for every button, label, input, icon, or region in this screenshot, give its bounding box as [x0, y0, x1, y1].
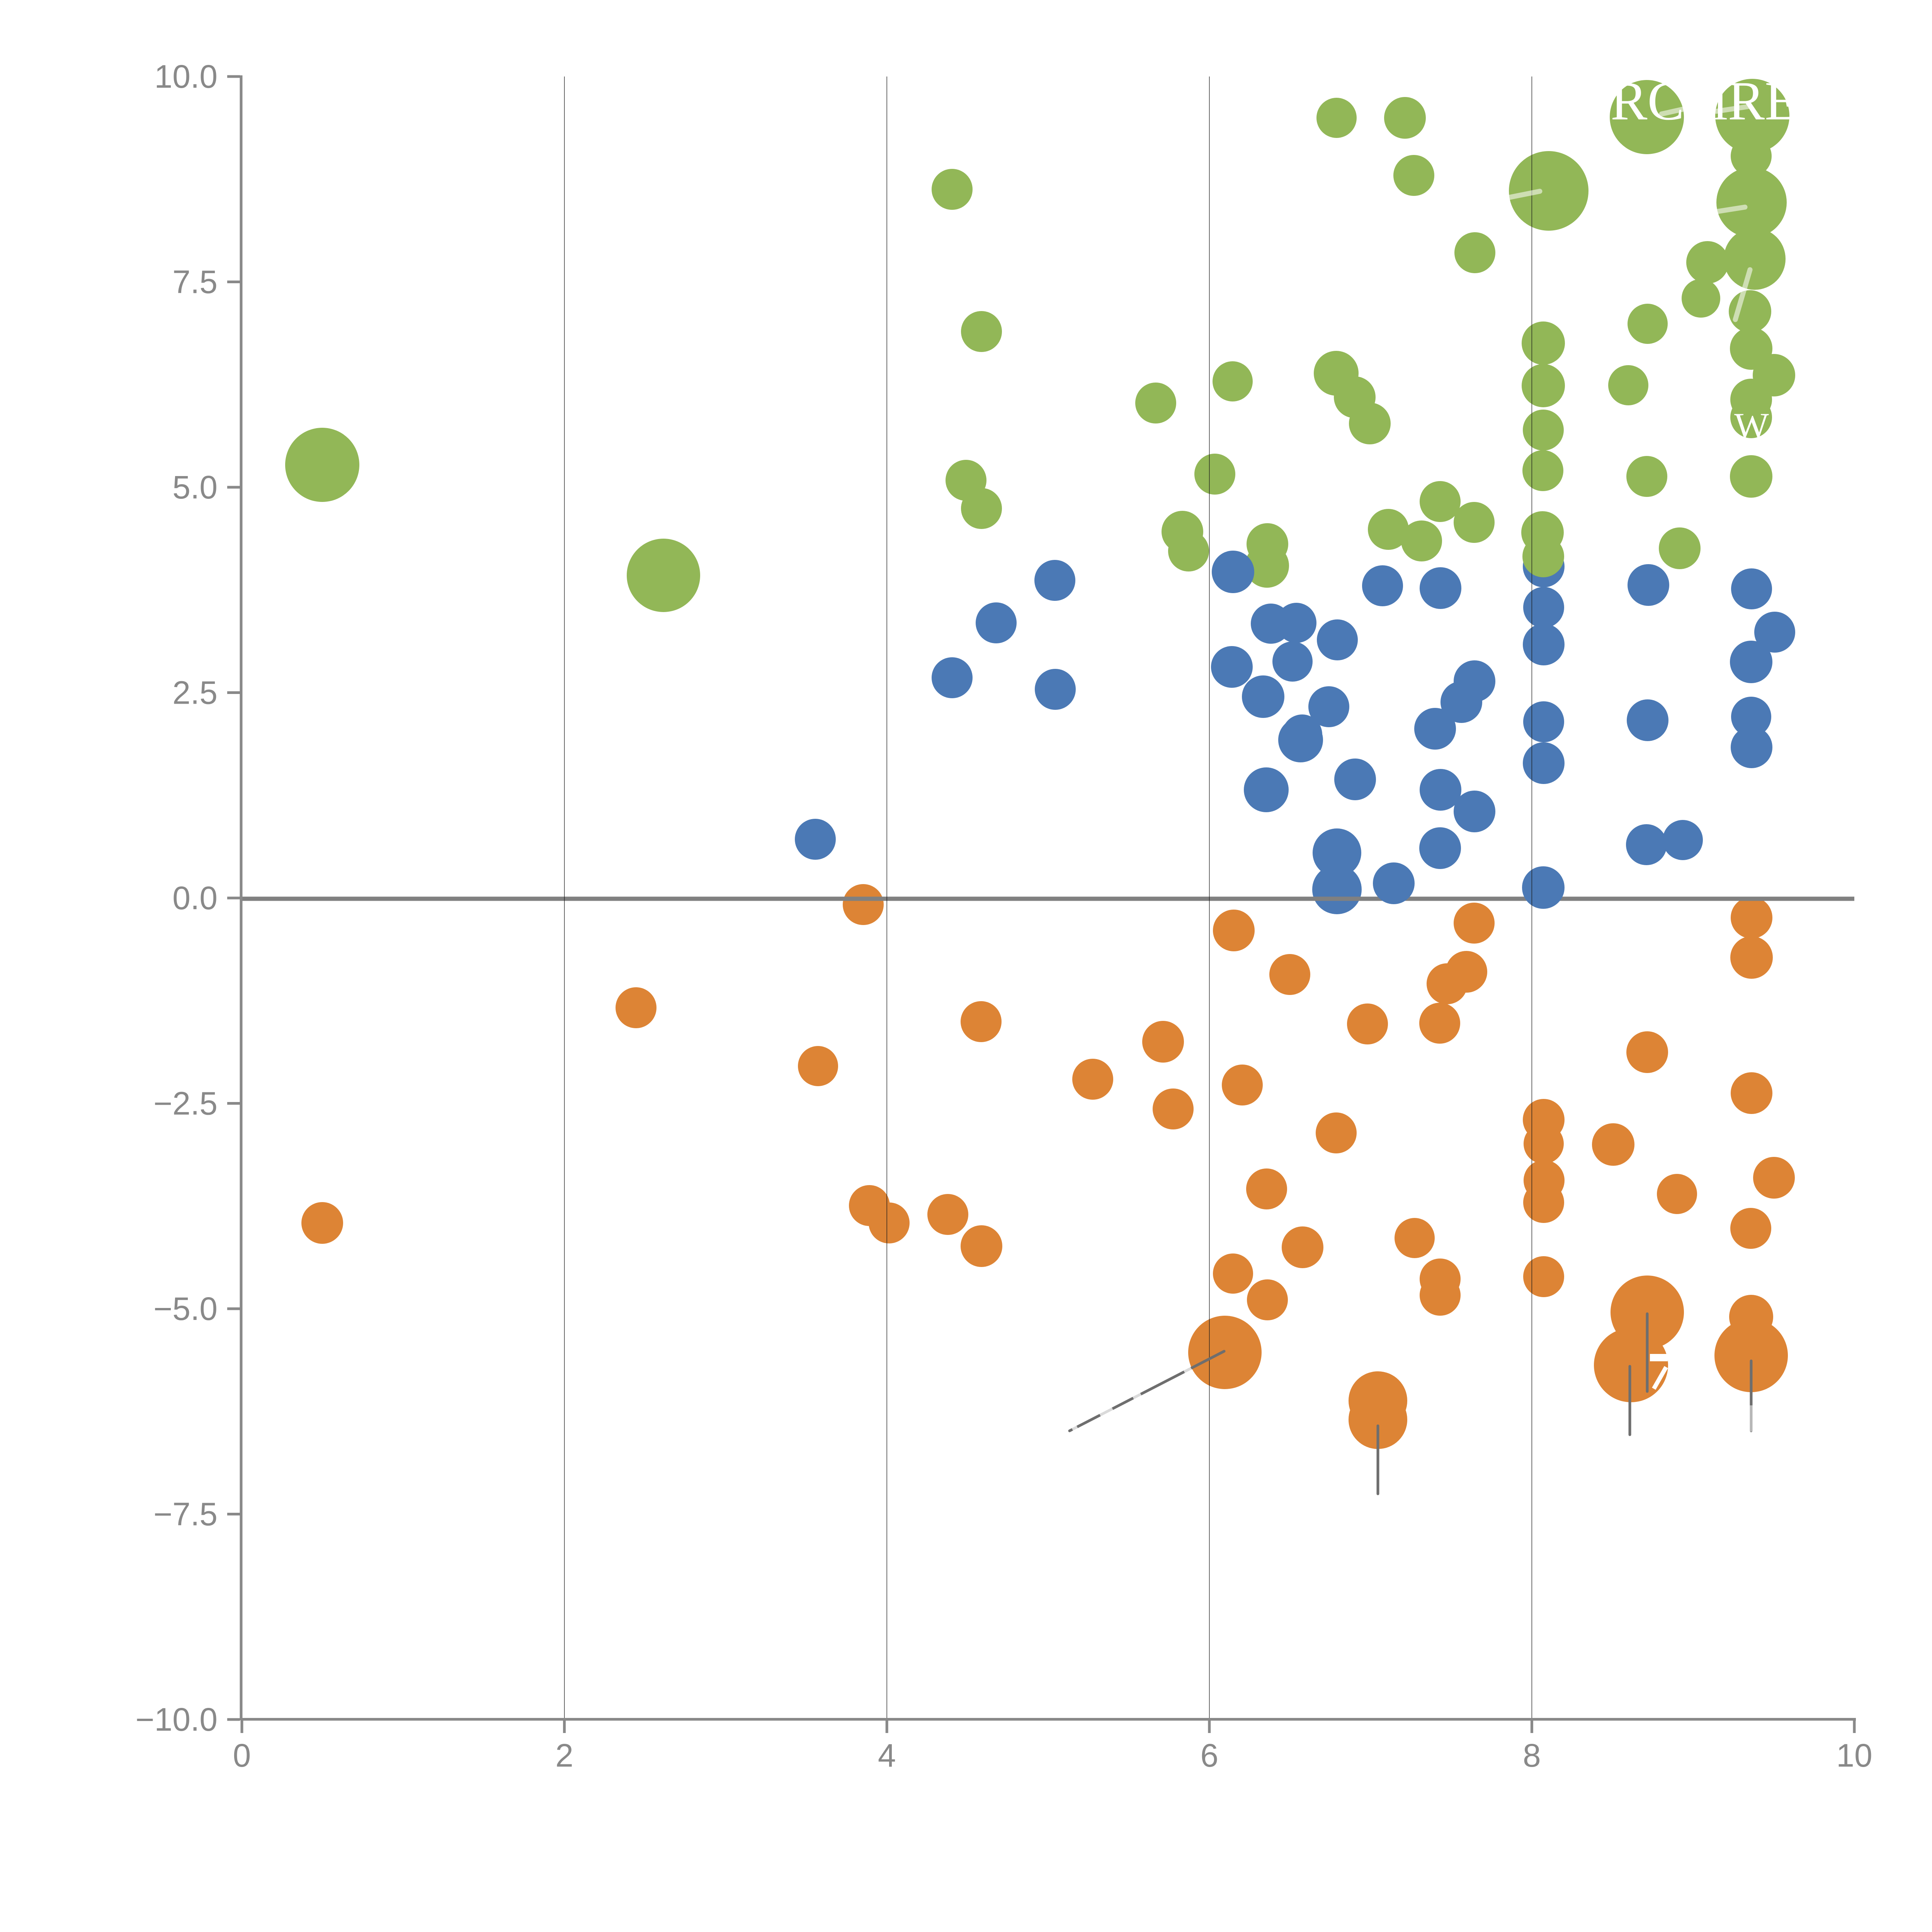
svg-text:8: 8 [1523, 1737, 1541, 1774]
svg-text:−7.5: −7.5 [153, 1496, 218, 1532]
svg-text:2.5: 2.5 [172, 675, 218, 711]
svg-text:4: 4 [878, 1737, 896, 1774]
svg-text:lRE: lRE [1713, 70, 1798, 131]
svg-text:10.0: 10.0 [155, 58, 218, 95]
svg-text:−10.0: −10.0 [135, 1701, 218, 1738]
svg-text:5.0: 5.0 [172, 469, 218, 505]
svg-text:−2.5: −2.5 [153, 1085, 218, 1122]
svg-text:10: 10 [1836, 1737, 1872, 1774]
svg-text:−5.0: −5.0 [153, 1291, 218, 1327]
svg-text:0: 0 [233, 1737, 251, 1774]
svg-text:2: 2 [555, 1737, 573, 1774]
svg-text:W: W [1734, 405, 1769, 446]
svg-text:0.0: 0.0 [172, 880, 218, 916]
svg-text:RCh: RCh [1611, 70, 1712, 131]
svg-text:7.5: 7.5 [172, 264, 218, 300]
svg-text:6: 6 [1200, 1737, 1218, 1774]
